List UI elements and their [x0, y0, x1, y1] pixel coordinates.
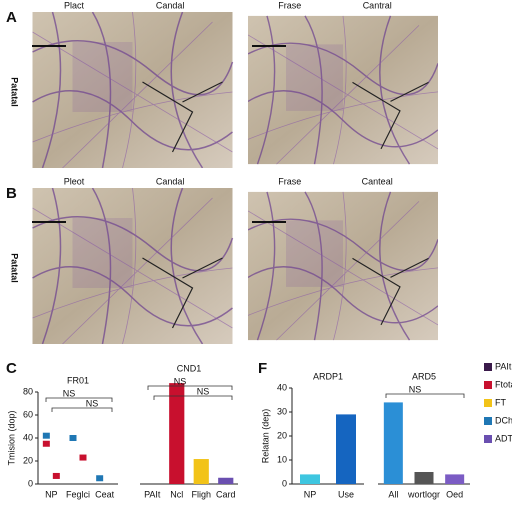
dot: [42, 432, 50, 439]
y-tick-label: 20: [23, 455, 33, 465]
x-tick-label: All: [388, 489, 398, 499]
bar: [218, 477, 234, 484]
x-tick-label: Use: [338, 489, 354, 499]
micrograph: [248, 15, 438, 165]
legend-swatch: [484, 381, 492, 389]
x-tick-label: Card: [216, 489, 236, 499]
y-tick-label: 0: [282, 478, 287, 488]
micrograph: [31, 12, 234, 168]
dot: [96, 475, 104, 482]
column-label: Frase: [278, 176, 301, 186]
x-tick-label: NP: [45, 489, 58, 499]
y-tick-label: 10: [277, 454, 287, 464]
column-label: Frase: [278, 0, 301, 10]
column-label: Candal: [156, 0, 185, 10]
bar: [169, 383, 185, 484]
significance-bracket: [385, 393, 465, 398]
x-tick-label: NP: [304, 489, 317, 499]
y-tick-label: 20: [277, 430, 287, 440]
column-label: Cantral: [363, 0, 392, 10]
y-tick-label: 80: [23, 386, 33, 396]
significance-label: NS: [409, 384, 422, 394]
bar: [336, 414, 356, 484]
column-label: Plact: [64, 0, 85, 10]
legend-label: PAIt: [495, 361, 512, 371]
bar: [193, 459, 209, 484]
x-tick-label: wortlogr: [407, 489, 440, 499]
y-tick-label: 0: [28, 478, 33, 488]
y-tick-label: 40: [23, 432, 33, 442]
legend-swatch: [484, 435, 492, 443]
significance-bracket: [153, 395, 233, 400]
dot: [52, 472, 60, 479]
significance-label: NS: [197, 386, 210, 396]
micrograph: [248, 191, 438, 341]
bar: [383, 402, 403, 484]
bar: [300, 474, 320, 484]
column-label: Candal: [156, 176, 185, 186]
significance-bracket: [147, 385, 233, 390]
legend-label: DCh: [495, 415, 512, 425]
x-tick-label: Ceat: [95, 489, 115, 499]
significance-bracket: [51, 407, 113, 412]
panel-label: C: [6, 360, 17, 377]
chart-title: FR01: [67, 375, 89, 385]
panel-label: B: [6, 185, 17, 202]
chart-title: CND1: [177, 363, 202, 373]
dot: [79, 454, 87, 461]
legend-swatch: [484, 417, 492, 425]
x-tick-label: Fligh: [191, 489, 211, 499]
x-tick-label: Oed: [446, 489, 463, 499]
y-tick-label: 40: [277, 382, 287, 392]
side-label: Patatal: [10, 253, 20, 283]
column-label: Pleot: [64, 176, 85, 186]
dot: [42, 440, 50, 447]
bar: [414, 472, 434, 484]
y-axis-label: Relatan (dep): [260, 409, 270, 464]
x-tick-label: Ncl: [170, 489, 183, 499]
chart-title: ARDP1: [313, 371, 343, 381]
side-label: Patatal: [10, 77, 20, 107]
panel-label: A: [6, 9, 17, 26]
y-axis-label: Tmision (dop): [6, 410, 16, 465]
legend-swatch: [484, 363, 492, 371]
y-tick-label: 60: [23, 409, 33, 419]
significance-label: NS: [86, 398, 99, 408]
significance-bracket: [45, 397, 113, 402]
x-tick-label: Feglci: [66, 489, 90, 499]
significance-label: NS: [174, 376, 187, 386]
legend-label: Ftota: [495, 379, 512, 389]
bar: [445, 474, 465, 484]
panel-label: F: [258, 360, 267, 377]
x-tick-label: PAIt: [144, 489, 161, 499]
y-tick-label: 30: [277, 406, 287, 416]
legend-label: ADT: [495, 433, 512, 443]
legend-label: FT: [495, 397, 506, 407]
chart-title: ARD5: [412, 371, 436, 381]
legend-swatch: [484, 399, 492, 407]
column-label: Canteal: [362, 176, 393, 186]
micrograph: [31, 188, 234, 344]
dot: [69, 435, 77, 441]
significance-label: NS: [63, 388, 76, 398]
